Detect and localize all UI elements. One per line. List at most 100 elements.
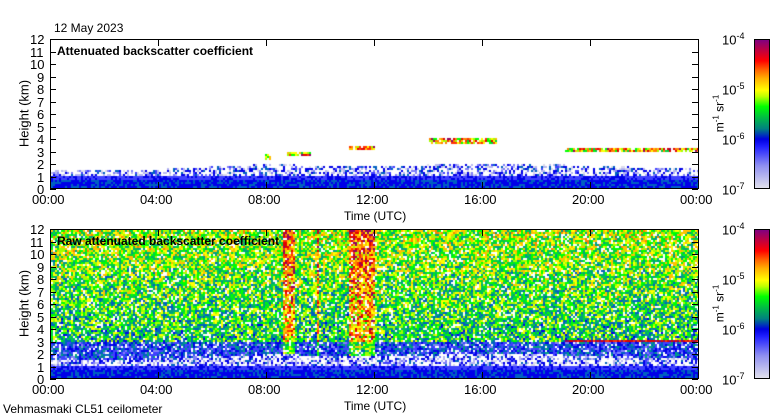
- x-tick: [50, 229, 51, 236]
- y-tick: [692, 139, 698, 140]
- y-tick: [50, 89, 56, 90]
- y-tick-label: 2: [37, 157, 45, 172]
- raw-backscatter-heatmap: [51, 230, 698, 378]
- y-tick: [50, 379, 56, 380]
- y-tick: [692, 304, 698, 305]
- x-tick: [50, 39, 51, 46]
- y-tick: [692, 291, 698, 293]
- y-tick-label: 1: [37, 359, 45, 375]
- y-tick: [692, 176, 698, 178]
- y-tick: [692, 76, 698, 78]
- y-tick: [692, 126, 698, 128]
- colorbar-tick-label: 10-6: [722, 131, 745, 148]
- y-tick-label: 5: [37, 119, 45, 135]
- x-tick: [482, 229, 483, 236]
- x-tick: [158, 182, 159, 189]
- y-tick: [692, 39, 698, 40]
- y-tick-label: 12: [30, 222, 45, 237]
- x-tick-label: 00:00: [32, 192, 65, 207]
- y-tick: [50, 64, 56, 65]
- x-tick-label: 04:00: [140, 382, 173, 397]
- colorbar-bottom: [754, 229, 770, 379]
- colorbar-tick-label: 10-4: [722, 221, 745, 238]
- y-axis-label: Height (km): [16, 269, 32, 338]
- y-tick-label: 1: [37, 169, 45, 185]
- y-tick: [50, 114, 56, 115]
- x-tick: [698, 229, 699, 236]
- y-tick: [692, 341, 698, 343]
- y-tick: [50, 304, 56, 305]
- y-tick: [692, 51, 698, 53]
- y-tick-label: 4: [37, 322, 45, 337]
- y-tick-label: 0: [37, 182, 45, 197]
- x-tick: [266, 39, 267, 46]
- y-tick-label: 9: [37, 69, 45, 85]
- y-tick: [50, 291, 56, 293]
- attenuated-backscatter-heatmap: [51, 40, 698, 188]
- x-tick-label: 00:00: [680, 382, 713, 397]
- y-tick-label: 7: [37, 284, 45, 300]
- y-tick-label: 2: [37, 347, 45, 362]
- y-tick: [692, 266, 698, 268]
- colorbar-tick-label: 10-7: [722, 371, 745, 388]
- y-tick-label: 10: [30, 57, 45, 72]
- y-tick: [50, 316, 56, 318]
- y-tick: [692, 189, 698, 190]
- x-tick: [590, 229, 591, 236]
- colorbar-tick-label: 10-5: [722, 271, 745, 288]
- x-tick-label: 20:00: [572, 192, 605, 207]
- x-tick-label: 12:00: [356, 192, 389, 207]
- attenuated-backscatter-panel: Attenuated backscatter coefficient: [50, 39, 699, 189]
- y-tick: [50, 354, 56, 355]
- raw-backscatter-panel: Raw attenuated backscatter coefficient: [50, 229, 699, 379]
- y-tick: [50, 189, 56, 190]
- date-label: 12 May 2023: [54, 21, 124, 35]
- y-tick-label: 12: [30, 32, 45, 47]
- x-tick: [50, 372, 51, 379]
- colorbar-tick-label: 10-5: [722, 81, 745, 98]
- y-tick: [50, 76, 56, 78]
- y-tick-label: 11: [30, 44, 44, 60]
- y-tick: [50, 279, 56, 280]
- x-tick: [482, 372, 483, 379]
- y-tick: [50, 229, 56, 230]
- y-tick: [692, 279, 698, 280]
- y-tick-label: 3: [37, 144, 45, 160]
- y-tick: [692, 151, 698, 153]
- x-tick: [590, 182, 591, 189]
- x-tick-label: 20:00: [572, 382, 605, 397]
- y-tick: [50, 151, 56, 153]
- x-tick: [158, 229, 159, 236]
- y-tick: [50, 366, 56, 368]
- x-tick: [374, 229, 375, 236]
- y-tick-label: 11: [30, 234, 44, 250]
- y-tick: [50, 341, 56, 343]
- y-tick-label: 9: [37, 259, 45, 275]
- colorbar-unit-label: m-1 sr-1: [711, 284, 727, 323]
- y-tick: [50, 266, 56, 268]
- y-tick-label: 8: [37, 82, 45, 97]
- x-tick-label: 00:00: [32, 382, 65, 397]
- y-tick: [692, 101, 698, 103]
- x-tick: [374, 182, 375, 189]
- instrument-label: Vehmasmaki CL51 ceilometer: [3, 402, 163, 416]
- y-tick: [50, 101, 56, 103]
- y-tick: [692, 329, 698, 330]
- y-tick: [692, 366, 698, 368]
- x-tick: [698, 182, 699, 189]
- x-tick-label: 08:00: [248, 382, 281, 397]
- y-tick-label: 8: [37, 272, 45, 287]
- y-tick: [692, 241, 698, 243]
- x-tick-label: 00:00: [680, 192, 713, 207]
- colorbar-tick-label: 10-4: [722, 31, 745, 48]
- y-tick: [692, 114, 698, 115]
- x-tick: [374, 39, 375, 46]
- y-tick-label: 10: [30, 247, 45, 262]
- panel-title: Raw attenuated backscatter coefficient: [57, 234, 280, 248]
- y-tick: [50, 39, 56, 40]
- x-tick: [482, 182, 483, 189]
- x-tick: [374, 372, 375, 379]
- x-axis-label: Time (UTC): [344, 209, 407, 223]
- y-tick: [692, 64, 698, 65]
